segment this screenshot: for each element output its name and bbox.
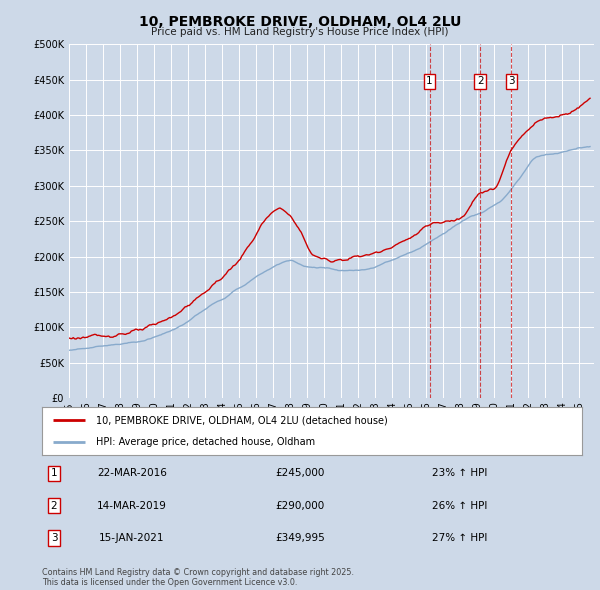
Text: 3: 3 (508, 77, 515, 86)
Text: 26% ↑ HPI: 26% ↑ HPI (432, 501, 487, 510)
Text: 3: 3 (50, 533, 58, 543)
Text: 15-JAN-2021: 15-JAN-2021 (99, 533, 165, 543)
Text: 14-MAR-2019: 14-MAR-2019 (97, 501, 167, 510)
Text: £349,995: £349,995 (275, 533, 325, 543)
Text: 1: 1 (50, 468, 58, 478)
Text: 23% ↑ HPI: 23% ↑ HPI (432, 468, 487, 478)
Text: £245,000: £245,000 (275, 468, 325, 478)
Text: 1: 1 (426, 77, 433, 86)
Text: Price paid vs. HM Land Registry's House Price Index (HPI): Price paid vs. HM Land Registry's House … (151, 27, 449, 37)
Text: Contains HM Land Registry data © Crown copyright and database right 2025.
This d: Contains HM Land Registry data © Crown c… (42, 568, 354, 587)
Text: 10, PEMBROKE DRIVE, OLDHAM, OL4 2LU (detached house): 10, PEMBROKE DRIVE, OLDHAM, OL4 2LU (det… (96, 415, 388, 425)
Text: 27% ↑ HPI: 27% ↑ HPI (432, 533, 487, 543)
Text: HPI: Average price, detached house, Oldham: HPI: Average price, detached house, Oldh… (96, 437, 315, 447)
Text: 2: 2 (477, 77, 484, 86)
Text: £290,000: £290,000 (275, 501, 325, 510)
Text: 2: 2 (50, 501, 58, 510)
Text: 10, PEMBROKE DRIVE, OLDHAM, OL4 2LU: 10, PEMBROKE DRIVE, OLDHAM, OL4 2LU (139, 15, 461, 29)
Text: 22-MAR-2016: 22-MAR-2016 (97, 468, 167, 478)
